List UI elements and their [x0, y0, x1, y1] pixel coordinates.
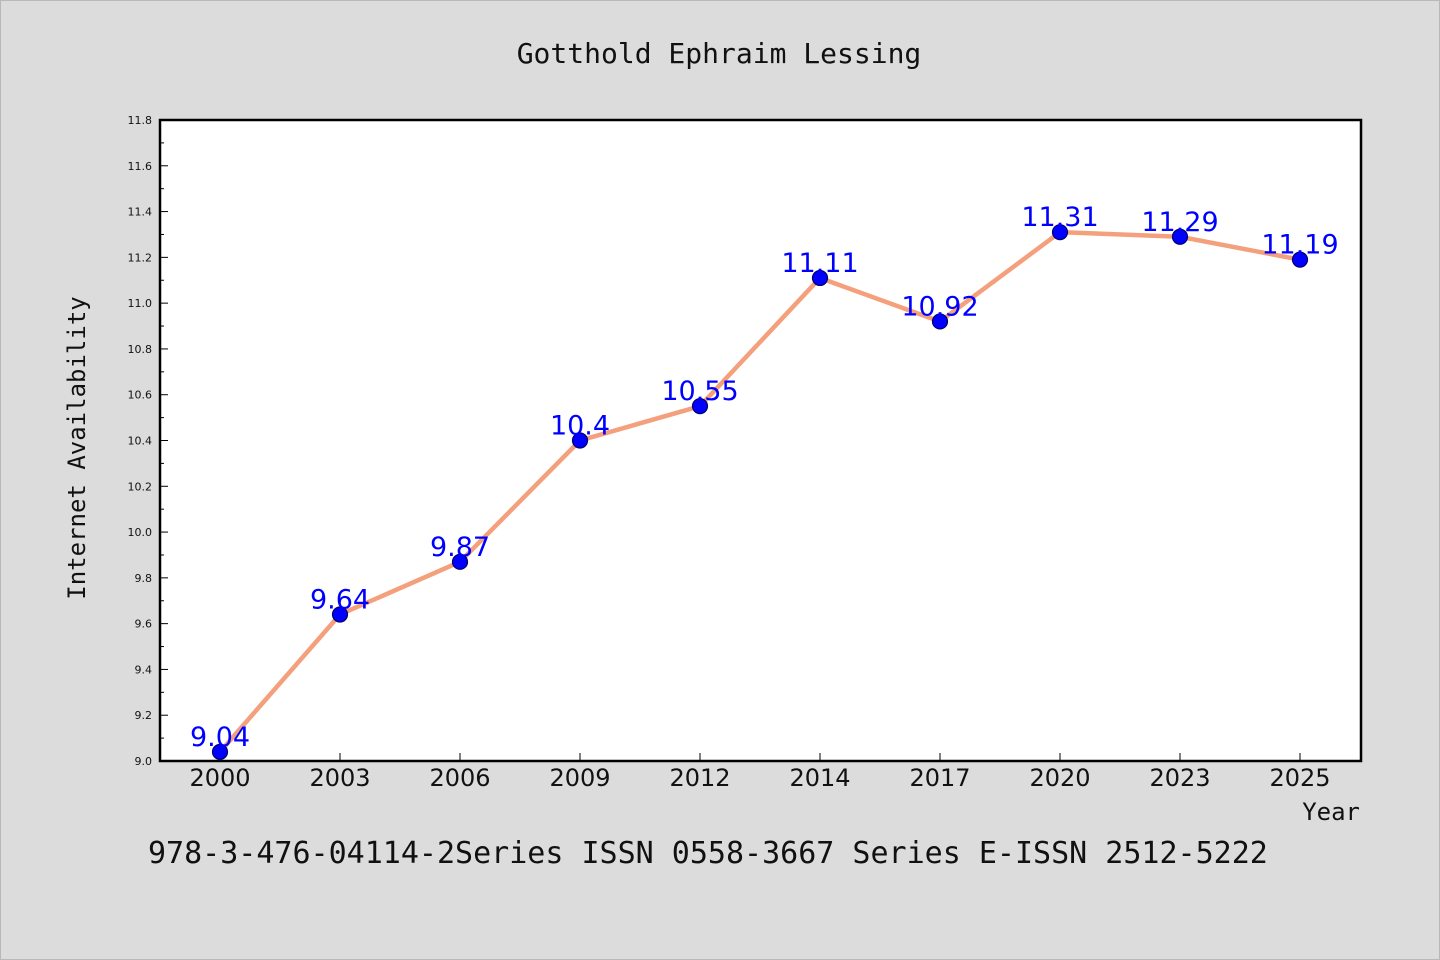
plot-area	[158, 118, 1363, 763]
data-point	[1171, 228, 1189, 245]
y-axis-ticks: 9.0 9.2 9.4 9.6 9.8 10.0 10.2 10.4 10.6 10.8 11.0 1…	[128, 114, 168, 768]
series-points	[211, 224, 1309, 760]
y-tick-label: 10.4	[128, 435, 153, 448]
x-tick-label: 2025	[1269, 764, 1330, 792]
data-label: 10.92	[901, 291, 978, 322]
data-point	[811, 269, 829, 287]
y-tick-label: 9.8	[135, 572, 153, 585]
x-tick-label: 2017	[909, 764, 970, 792]
data-label: 10.55	[661, 376, 738, 407]
chart-title: Gotthold Ephraim Lessing	[517, 37, 922, 70]
data-point	[451, 553, 469, 570]
data-point	[1051, 224, 1069, 241]
data-label: 11.19	[1261, 230, 1338, 261]
x-axis-ticks: 2000 2003 2006 2009 2012 2014 2017 2020 2023 2025	[189, 753, 1331, 792]
y-tick-label: 11.8	[128, 114, 153, 127]
x-tick-label: 2006	[429, 764, 490, 792]
series-line	[218, 229, 1301, 754]
x-tick-label: 2023	[1149, 764, 1210, 792]
data-labels: 9.04 9.64 9.87 10.4 10.55 11.11 10.92 11.31 11.2…	[190, 202, 1339, 753]
series-polyline	[218, 229, 1301, 754]
y-tick-label: 10.8	[128, 343, 153, 356]
x-tick-label: 2003	[309, 764, 370, 792]
data-label: 11.29	[1141, 207, 1218, 238]
data-label: 9.04	[190, 722, 250, 753]
data-point	[931, 313, 949, 330]
footer-text: 978-3-476-04114-2Series ISSN 0558-3667 S…	[148, 836, 1268, 871]
data-point	[211, 743, 229, 760]
y-tick-label: 10.2	[128, 480, 153, 493]
data-point	[571, 432, 589, 449]
y-tick-label: 10.6	[128, 389, 153, 402]
x-tick-label: 2000	[189, 764, 250, 792]
data-label: 10.4	[550, 411, 610, 442]
y-tick-label: 10.0	[128, 526, 153, 539]
y-tick-label: 11.2	[128, 251, 153, 264]
data-label: 11.31	[1021, 202, 1098, 233]
y-axis-label: Internet Availability	[63, 296, 91, 599]
y-tick-label: 11.6	[128, 160, 153, 173]
x-tick-label: 2014	[789, 764, 850, 792]
data-label: 9.87	[430, 532, 490, 563]
x-tick-label: 2009	[549, 764, 610, 792]
y-tick-label: 9.0	[135, 755, 153, 768]
x-tick-label: 2012	[669, 764, 730, 792]
data-label: 11.11	[781, 248, 858, 279]
data-point	[1291, 251, 1309, 268]
y-tick-label: 9.6	[135, 618, 153, 631]
data-point	[331, 606, 349, 623]
y-tick-label: 11.0	[128, 297, 153, 310]
x-axis-label: Year	[1302, 798, 1360, 826]
data-point	[691, 398, 709, 415]
data-label: 9.64	[310, 584, 370, 615]
y-tick-label: 11.4	[128, 206, 153, 219]
x-tick-label: 2020	[1029, 764, 1090, 792]
y-tick-label: 9.2	[135, 709, 153, 722]
y-tick-label: 9.4	[135, 663, 153, 676]
